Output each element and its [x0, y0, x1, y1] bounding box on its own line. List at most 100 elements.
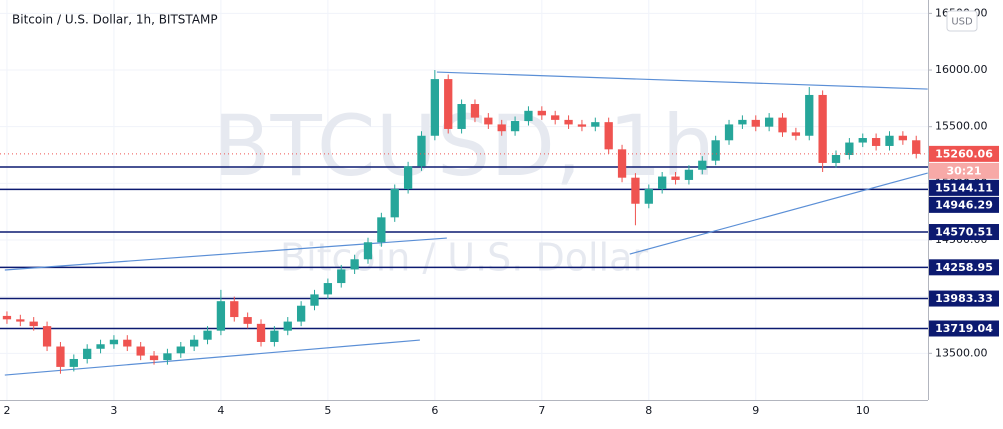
candle-body	[337, 269, 346, 284]
candle-body	[484, 117, 493, 125]
candle-body	[2, 315, 12, 320]
level-box	[929, 290, 999, 307]
candle-body	[176, 346, 185, 354]
candle-body	[243, 317, 252, 324]
level-box	[929, 259, 999, 276]
candle-body	[805, 94, 814, 136]
candle-body	[109, 339, 119, 345]
candle-body	[591, 122, 600, 127]
candle-body	[96, 344, 105, 349]
candle-body	[256, 323, 266, 342]
candle-body	[898, 135, 908, 141]
level-label: 15144.11	[935, 181, 993, 194]
candle-body	[123, 339, 132, 347]
candle-body	[845, 142, 854, 156]
x-tick-label: 6	[431, 404, 438, 417]
candle-body	[29, 321, 38, 327]
candle-body	[203, 330, 212, 340]
candle-body	[430, 79, 439, 136]
x-tick-label: 3	[110, 404, 117, 417]
y-tick-label: 15500.00	[935, 120, 988, 133]
plot	[0, 70, 928, 376]
level-label: 14258.95	[935, 261, 993, 274]
candle-body	[377, 217, 386, 243]
level-box	[929, 196, 999, 213]
candle-body	[818, 94, 827, 163]
candle-body	[617, 149, 627, 178]
candle-body	[698, 160, 707, 170]
candle-body	[764, 117, 774, 127]
x-tick-label: 9	[752, 404, 759, 417]
x-tick-label: 10	[856, 404, 870, 417]
candle-body	[444, 79, 453, 129]
candle-body	[644, 189, 653, 204]
candle-body	[83, 348, 92, 359]
candle-body	[564, 119, 573, 125]
candle-body	[16, 319, 25, 322]
x-tick-label: 8	[645, 404, 652, 417]
trend-line	[436, 71, 928, 90]
candle-body	[524, 110, 533, 122]
candle-body	[912, 140, 921, 154]
candle-body	[323, 283, 333, 295]
candle-body	[403, 166, 413, 190]
candle-body	[497, 124, 506, 132]
level-label: 14946.29	[935, 198, 993, 211]
candle-body	[457, 104, 466, 129]
candle-body	[831, 155, 841, 163]
watermark-subtitle: Bitcoin / U.S. Dollar	[280, 236, 648, 280]
candle-body	[551, 115, 560, 120]
candle-body	[149, 355, 159, 361]
x-tick-label: 5	[324, 404, 331, 417]
candle-body	[296, 305, 306, 322]
candle-body	[631, 177, 640, 204]
candle-body	[470, 104, 480, 118]
x-tick-label: 4	[217, 404, 224, 417]
candle-body	[738, 119, 747, 125]
level-box	[929, 320, 999, 337]
candle-body	[363, 242, 373, 260]
candle-body	[216, 301, 226, 331]
candle-body	[350, 259, 359, 270]
trend-line	[4, 237, 447, 271]
candle-body	[270, 330, 279, 342]
candle-body	[778, 117, 787, 133]
candle-body	[69, 358, 78, 367]
candle-body	[510, 121, 520, 132]
level-label: 13719.04	[935, 322, 993, 335]
candle-body	[230, 301, 239, 318]
level-label: 13983.33	[935, 292, 993, 305]
last-price-label: 15260.06	[935, 147, 993, 160]
candle-body	[791, 132, 801, 136]
candle-body	[537, 110, 546, 116]
candle-body	[751, 119, 760, 127]
chart-title: Bitcoin / U.S. Dollar, 1h, BITSTAMP	[12, 13, 218, 27]
level-box	[929, 179, 999, 196]
candle-body	[671, 176, 680, 180]
candle-body	[283, 321, 292, 331]
candle-body	[310, 294, 319, 306]
candle-body	[658, 176, 667, 190]
x-tick-label: 7	[538, 404, 545, 417]
y-tick-label: 13500.00	[935, 346, 988, 359]
candle-body	[871, 138, 881, 146]
candle-body	[417, 135, 426, 167]
candle-body	[42, 326, 52, 347]
candle-body	[885, 135, 894, 146]
y-tick-label: 16000.00	[935, 63, 988, 76]
axes: 234567891013500.0014000.0014500.0015000.…	[3, 6, 999, 417]
candle-body	[724, 124, 734, 141]
currency-box[interactable]	[946, 10, 978, 32]
level-label: 14570.51	[935, 226, 993, 239]
currency-label[interactable]: USD	[951, 17, 973, 28]
countdown-box	[929, 162, 999, 179]
candle-body	[711, 140, 720, 161]
trend-line	[629, 172, 928, 255]
candle-body	[858, 138, 867, 143]
x-tick-label: 2	[3, 404, 10, 417]
candle-body	[190, 339, 199, 347]
candle-body	[684, 169, 694, 180]
candle-body	[390, 189, 399, 218]
